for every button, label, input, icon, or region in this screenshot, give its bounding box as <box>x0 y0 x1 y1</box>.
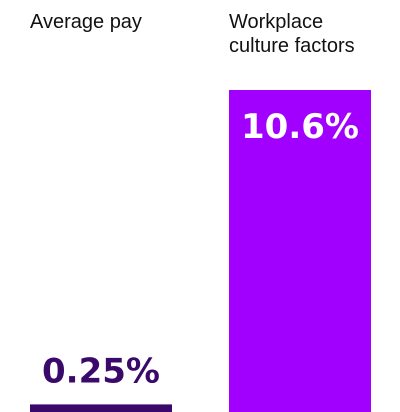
bar-1 <box>30 404 172 412</box>
value-label-2: 10.6% <box>241 107 359 147</box>
category-label-1-line-1: Average pay <box>30 11 142 33</box>
value-label-1: 0.25% <box>42 351 160 391</box>
category-label-2-line-2: culture factors <box>229 35 355 57</box>
category-label-2-line-1: Workplace <box>229 11 323 33</box>
bar-2 <box>229 90 371 412</box>
